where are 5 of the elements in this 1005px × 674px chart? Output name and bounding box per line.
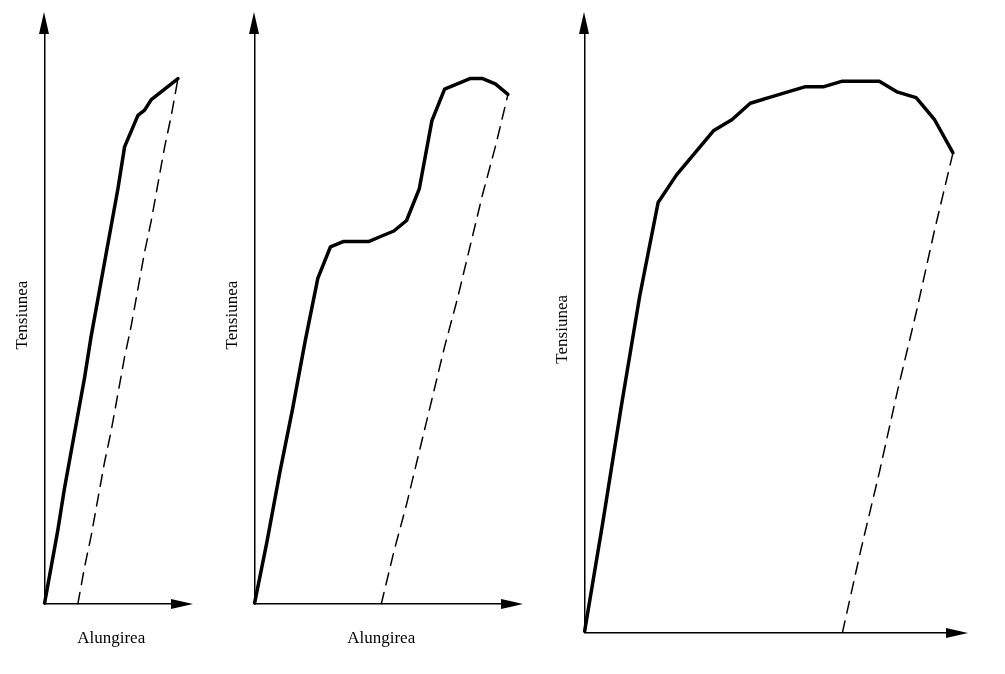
x-axis-title: Alungirea xyxy=(77,628,146,648)
y-axis-title: Tensiunea xyxy=(221,280,241,350)
y-axis-title: Tensiunea xyxy=(551,294,571,364)
y-axis-title: Tensiunea xyxy=(11,280,31,350)
x-axis-title: Alungirea xyxy=(347,628,416,648)
